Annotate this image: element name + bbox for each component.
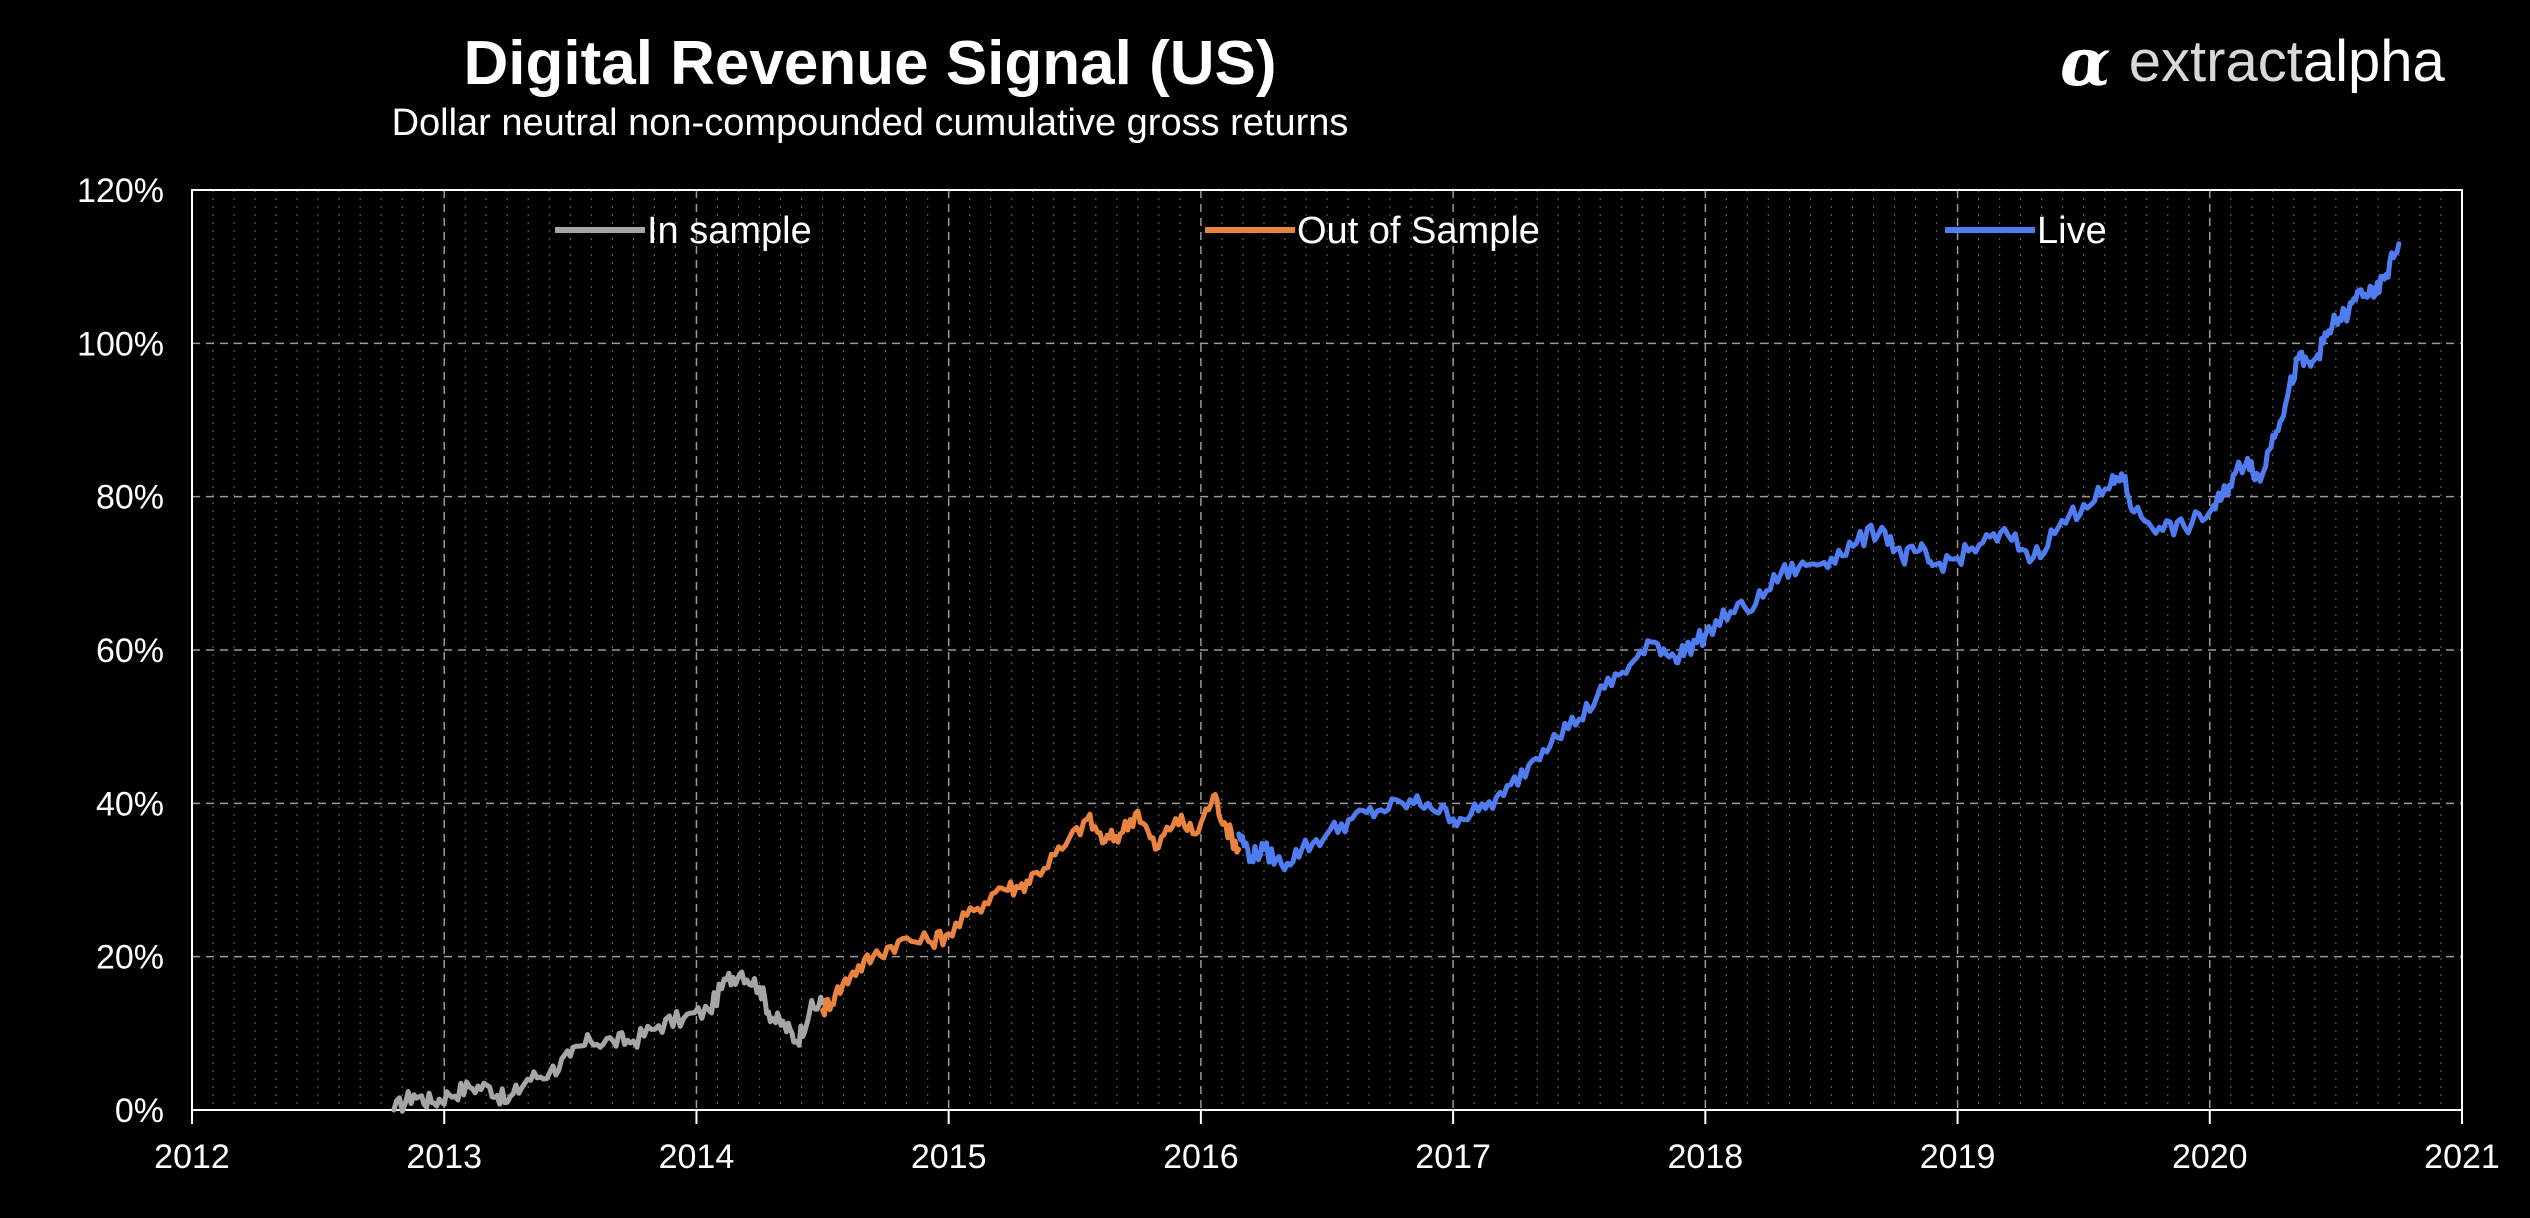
legend-label: In sample xyxy=(647,210,812,252)
legend-label: Out of Sample xyxy=(1297,210,1540,252)
grid-lines xyxy=(192,190,2462,1110)
chart-title: Digital Revenue Signal (US) xyxy=(463,29,1277,98)
x-tick-label: 2018 xyxy=(1668,1138,1744,1176)
x-tick-label: 2019 xyxy=(1920,1138,1996,1176)
x-tick-label: 2016 xyxy=(1163,1138,1239,1176)
chart-subtitle: Dollar neutral non-compounded cumulative… xyxy=(391,102,1349,144)
series-line-live xyxy=(1236,241,2402,873)
x-tick-label: 2012 xyxy=(154,1138,230,1176)
brand-name: extract alpha xyxy=(2129,33,2445,91)
y-tick-label: 40% xyxy=(96,785,164,823)
brand-name-bold: alpha xyxy=(2302,29,2445,94)
brand-logo: α extract alpha xyxy=(2060,22,2445,102)
y-tick-label: 100% xyxy=(77,325,164,363)
x-tick-label: 2015 xyxy=(911,1138,987,1176)
axes: 2012 2013 2014 2015 2016 2017 2018 2019 2020 2021… xyxy=(77,172,2500,1176)
y-tick-label: 80% xyxy=(96,479,164,517)
x-tick-label: 2013 xyxy=(406,1138,482,1176)
alpha-logo-icon: α xyxy=(2060,23,2111,101)
y-tick-label: 20% xyxy=(96,939,164,977)
series-lines xyxy=(391,241,2402,1114)
plot-frame xyxy=(191,189,2463,1111)
legend: In sample Out of Sample Live xyxy=(555,210,2107,252)
brand-name-light: extract xyxy=(2128,29,2303,94)
x-tick-label: 2014 xyxy=(659,1138,735,1176)
y-tick-label: 0% xyxy=(115,1092,164,1130)
x-tick-label: 2021 xyxy=(2424,1138,2500,1176)
y-tick-label: 120% xyxy=(77,172,164,210)
series-line-in-sample xyxy=(391,969,826,1114)
x-tick-label: 2020 xyxy=(2172,1138,2248,1176)
legend-label: Live xyxy=(2037,210,2107,252)
x-tick-label: 2017 xyxy=(1415,1138,1491,1176)
series-line-out-of-sample xyxy=(820,792,1242,1018)
y-tick-label: 60% xyxy=(96,632,164,670)
